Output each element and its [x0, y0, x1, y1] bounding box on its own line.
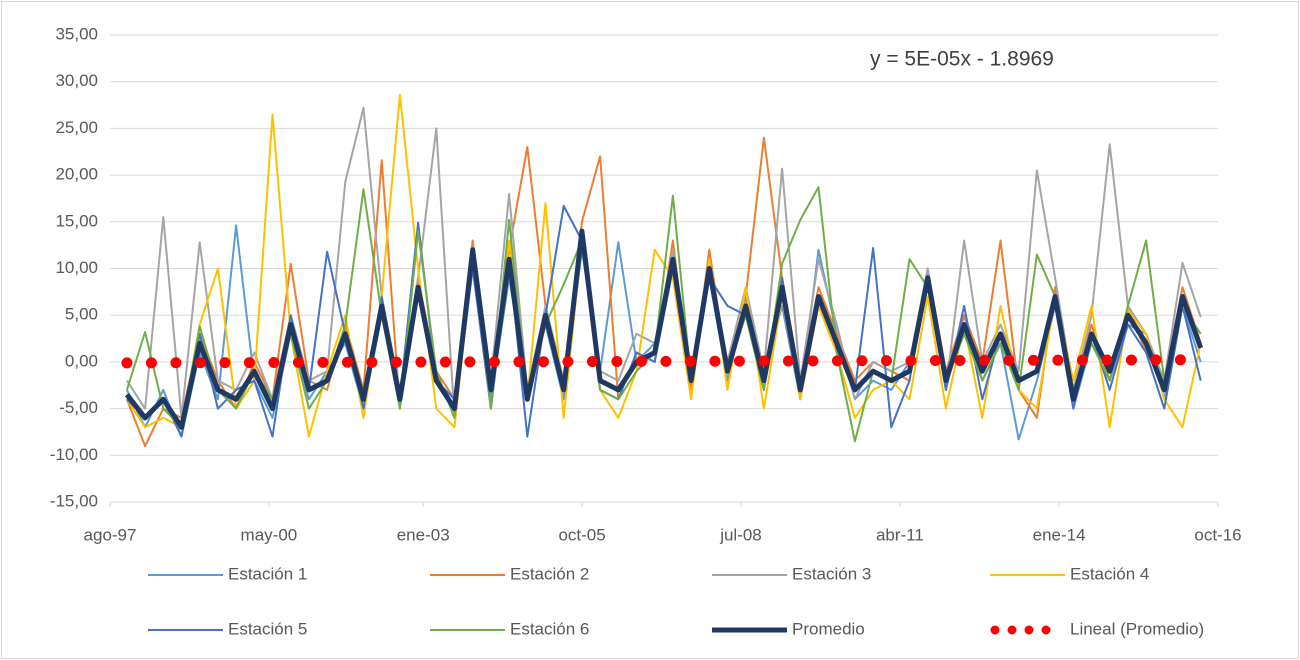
legend-label: Estación 3: [792, 564, 871, 583]
legend-label: Promedio: [792, 619, 865, 638]
y-tick-label: -10,00: [50, 445, 98, 464]
x-tick-label: ene-14: [1033, 525, 1086, 544]
legend-label: Estación 2: [510, 564, 589, 583]
y-tick-label: 35,00: [55, 24, 98, 43]
y-tick-label: 20,00: [55, 165, 98, 184]
x-tick-label: may-00: [241, 525, 298, 544]
y-tick-label: -15,00: [50, 491, 98, 510]
y-tick-label: -5,00: [59, 398, 98, 417]
x-tick-label: abr-11: [876, 525, 924, 544]
legend-label: Estación 1: [228, 564, 307, 583]
trend-equation: y = 5E-05x - 1.8969: [870, 48, 1054, 71]
trend-line: [121, 354, 1207, 369]
y-tick-label: 30,00: [55, 71, 98, 90]
x-tick-label: oct-05: [558, 525, 605, 544]
x-tick-label: ago-97: [84, 525, 137, 544]
series-line: [124, 228, 1204, 430]
legend-label: Estación 4: [1070, 564, 1149, 583]
y-tick-label: 15,00: [55, 211, 98, 230]
y-tick-label: 5,00: [65, 305, 98, 324]
legend-label: Estación 5: [228, 619, 307, 638]
x-tick-label: jul-08: [719, 525, 762, 544]
legend-label: Estación 6: [510, 619, 589, 638]
x-tick-label: ene-03: [397, 525, 450, 544]
y-tick-label: 0,00: [65, 351, 98, 370]
y-tick-label: 10,00: [55, 258, 98, 277]
y-tick-label: 25,00: [55, 118, 98, 137]
x-tick-label: oct-16: [1194, 525, 1241, 544]
series-line: [125, 186, 1202, 443]
series-line: [126, 93, 1202, 438]
legend-label: Lineal (Promedio): [1070, 619, 1204, 638]
